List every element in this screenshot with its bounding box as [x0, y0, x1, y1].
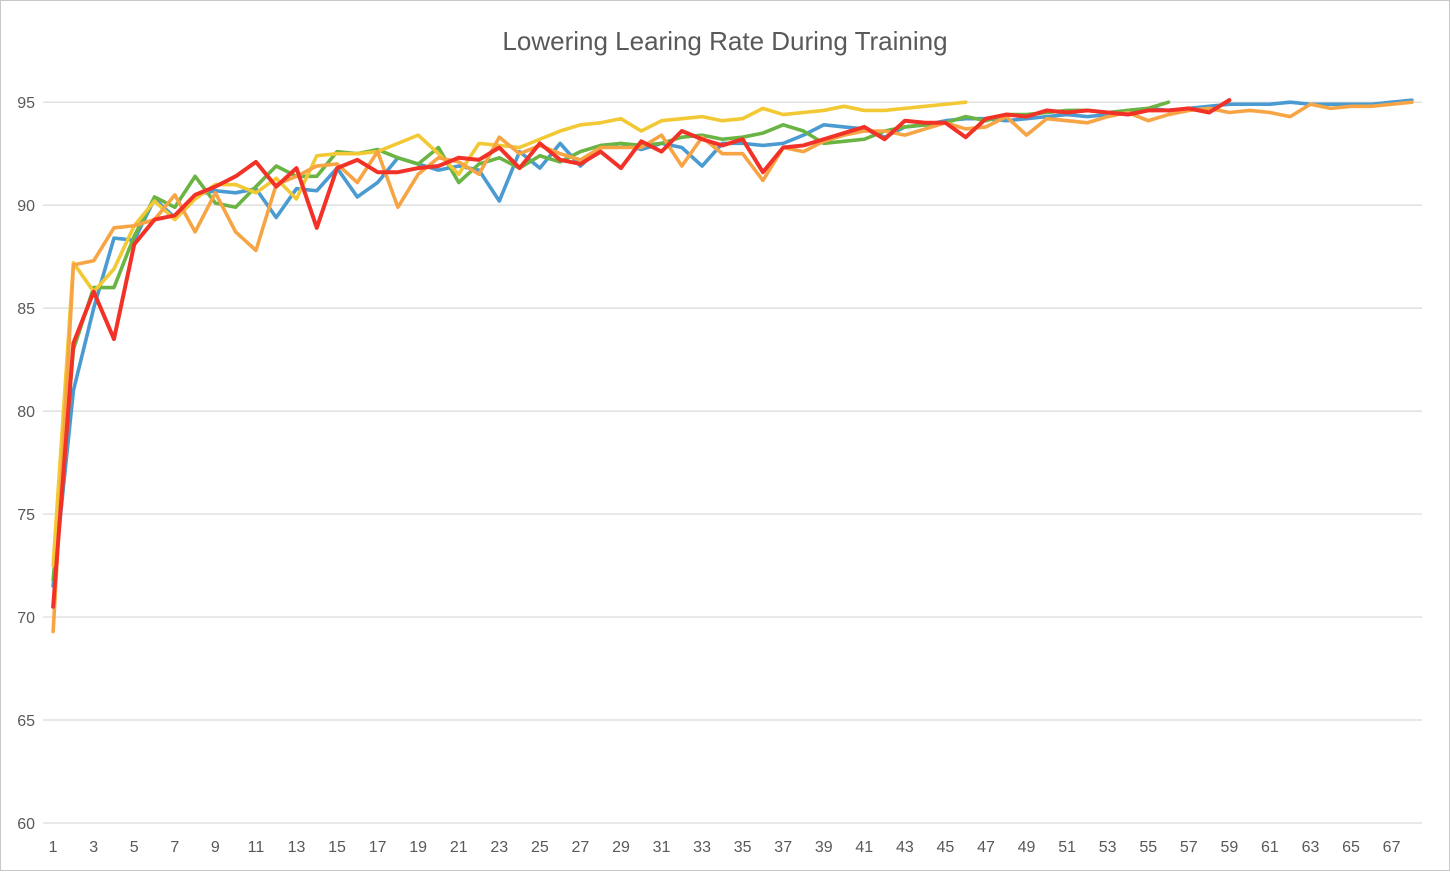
x-tick-label: 67 — [1383, 839, 1401, 856]
x-tick-label: 3 — [89, 839, 98, 856]
y-tick-label: 95 — [17, 95, 35, 112]
y-tick-label: 85 — [17, 301, 35, 318]
x-tick-label: 39 — [815, 839, 833, 856]
x-axis-tick-labels: 1 3 5 7 9 11 13 15 17 19 21 23 25 27 29 31 33 35 37 39 41 43 4… — [49, 839, 1401, 856]
x-tick-label: 13 — [288, 839, 306, 856]
x-tick-label: 7 — [170, 839, 179, 856]
x-tick-label: 45 — [937, 839, 955, 856]
x-tick-label: 37 — [774, 839, 792, 856]
x-tick-label: 57 — [1180, 839, 1198, 856]
x-tick-label: 11 — [248, 839, 265, 856]
x-tick-label: 55 — [1139, 839, 1157, 856]
x-tick-label: 33 — [693, 839, 711, 856]
x-tick-label: 65 — [1342, 839, 1360, 856]
x-tick-label: 51 — [1058, 839, 1076, 856]
y-tick-label: 75 — [17, 507, 35, 524]
x-tick-label: 49 — [1018, 839, 1036, 856]
x-tick-label: 41 — [855, 839, 873, 856]
x-tick-label: 63 — [1302, 839, 1320, 856]
y-axis-tick-labels: 60 65 70 75 80 85 90 95 — [17, 95, 35, 833]
y-tick-label: 80 — [17, 404, 35, 421]
series-line-5 — [51, 98, 1232, 609]
chart-title: Lowering Learing Rate During Training — [502, 26, 947, 56]
y-tick-label: 90 — [17, 198, 35, 215]
series-line-2 — [51, 100, 1171, 582]
x-tick-label: 31 — [653, 839, 671, 856]
x-tick-label: 5 — [130, 839, 139, 856]
x-tick-label: 43 — [896, 839, 914, 856]
x-tick-label: 27 — [572, 839, 590, 856]
series-line-1 — [51, 98, 1414, 588]
x-tick-label: 61 — [1261, 839, 1279, 856]
x-tick-label: 23 — [490, 839, 508, 856]
series-line-4 — [51, 100, 1414, 634]
x-tick-label: 25 — [531, 839, 549, 856]
x-tick-label: 53 — [1099, 839, 1117, 856]
x-tick-label: 9 — [211, 839, 220, 856]
x-tick-label: 29 — [612, 839, 630, 856]
x-tick-label: 19 — [409, 839, 427, 856]
y-tick-label: 70 — [17, 610, 35, 627]
x-tick-label: 59 — [1220, 839, 1238, 856]
gridlines — [43, 101, 1422, 824]
x-tick-label: 17 — [369, 839, 387, 856]
x-tick-label: 47 — [977, 839, 995, 856]
y-tick-label: 60 — [17, 816, 35, 833]
x-tick-label: 15 — [328, 839, 346, 856]
y-tick-label: 65 — [17, 713, 35, 730]
x-tick-label: 1 — [49, 839, 58, 856]
x-tick-label: 21 — [450, 839, 468, 856]
series-lines — [51, 98, 1414, 634]
x-tick-label: 35 — [734, 839, 752, 856]
